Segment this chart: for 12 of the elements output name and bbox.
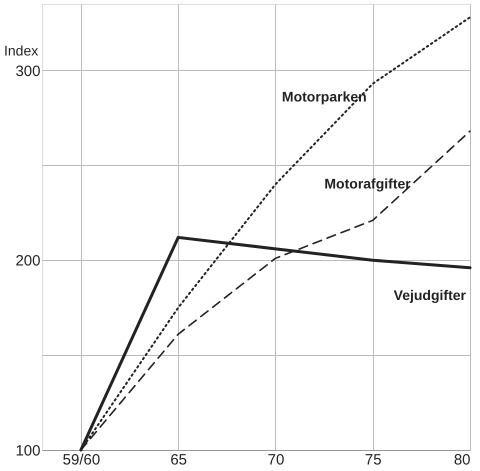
x-tick-label: 59/60 <box>62 452 100 468</box>
series-label: Motorparken <box>282 88 367 105</box>
x-tick-label: 65 <box>170 452 188 468</box>
series-label: Vejudgifter <box>394 286 467 303</box>
x-tick-label: 70 <box>268 452 284 468</box>
x-tick-label: 80 <box>454 452 470 468</box>
y-tick-label: 200 <box>15 252 40 270</box>
y-tick-label: 100 <box>15 442 40 460</box>
y-axis-title: Index <box>4 42 38 58</box>
y-tick-label: 300 <box>15 62 40 80</box>
series-label: Motorafgifter <box>324 175 412 192</box>
x-tick-label: 75 <box>364 452 382 468</box>
